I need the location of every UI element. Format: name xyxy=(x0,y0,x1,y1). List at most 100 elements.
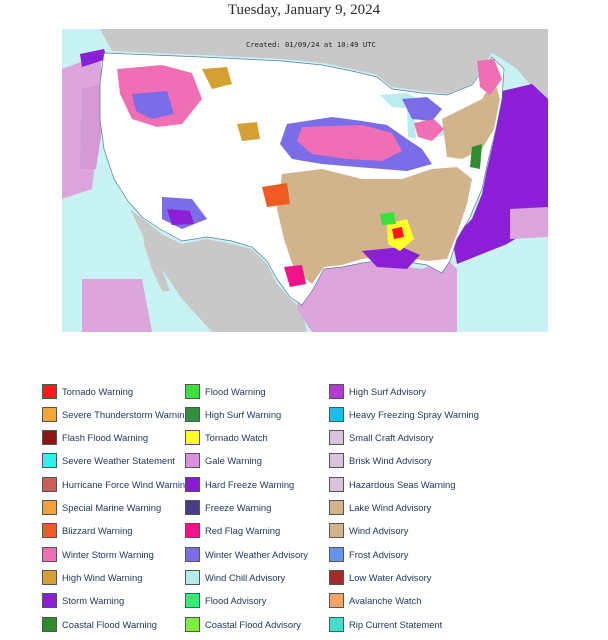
legend-label: Frost Advisory xyxy=(349,548,409,560)
legend-item: Lake Wind Advisory xyxy=(329,500,431,516)
legend-item: Severe Weather Statement xyxy=(42,453,175,469)
legend-item: Freeze Warning xyxy=(185,500,271,516)
legend-label: Flash Flood Warning xyxy=(62,432,149,444)
legend-label: Winter Storm Warning xyxy=(62,548,154,560)
legend-item: Tornado Warning xyxy=(42,383,133,399)
high-wind-warning-area-wyoming xyxy=(237,122,260,141)
hard-freeze-warning-area-southwest xyxy=(167,209,194,225)
legend-label: Hazardous Seas Warning xyxy=(349,478,456,490)
legend-label: Winter Weather Advisory xyxy=(205,548,308,560)
legend-label: Wind Chill Advisory xyxy=(205,571,286,583)
legend-swatch xyxy=(329,383,344,399)
high-wind-warning-area-montana xyxy=(202,67,232,89)
legend-item: Flood Advisory xyxy=(185,593,267,609)
legend-item: Wind Chill Advisory xyxy=(185,569,285,585)
legend-swatch xyxy=(42,616,57,632)
legend-item: Hurricane Force Wind Warning xyxy=(42,476,190,492)
legend-item: Winter Weather Advisory xyxy=(185,546,308,562)
legend-swatch xyxy=(42,476,57,492)
legend-swatch xyxy=(42,500,57,515)
legend-label: Lake Wind Advisory xyxy=(349,502,432,513)
winter-weather-advisory-area-northwest xyxy=(132,91,174,119)
storm-warning-area-gulf xyxy=(362,247,420,269)
legend-label: High Wind Warning xyxy=(62,571,143,583)
legend-swatch xyxy=(42,430,57,446)
legend-item: Wind Advisory xyxy=(329,523,408,539)
legend-label: Freeze Warning xyxy=(205,502,272,513)
legend-label: Gale Warning xyxy=(205,455,262,467)
legend-swatch xyxy=(329,453,344,469)
legend-swatch xyxy=(329,430,344,446)
legend-label: Tornado Watch xyxy=(205,432,268,444)
legend-label: Severe Thunderstorm Warning xyxy=(62,408,190,420)
pacific-storm-zone xyxy=(80,49,107,67)
page-title: Tuesday, January 9, 2024 xyxy=(227,2,381,18)
red-flag-warning-area-texas xyxy=(284,265,306,287)
legend-swatch xyxy=(185,569,200,585)
legend-swatch xyxy=(185,453,200,469)
pacific-gale-zone xyxy=(80,84,102,169)
legend-swatch xyxy=(329,546,344,562)
legend-label: Red Flag Warning xyxy=(205,525,281,537)
winter-storm-warning-area-michigan xyxy=(414,119,444,141)
legend-swatch xyxy=(42,593,57,609)
legend-label: High Surf Advisory xyxy=(349,385,427,397)
legend-item: Flash Flood Warning xyxy=(42,430,148,446)
legend-swatch xyxy=(185,500,200,515)
legend-label: Coastal Flood Advisory xyxy=(205,618,301,630)
legend-item: Blizzard Warning xyxy=(42,523,133,539)
legend-item: Coastal Flood Advisory xyxy=(185,616,301,632)
legend-label: Low Water Advisory xyxy=(349,571,432,583)
legend-label: Avalanche Watch xyxy=(349,595,422,607)
created-stamp: Created: 01/09/24 at 10:49 UTC xyxy=(246,40,376,49)
legend-label: Wind Advisory xyxy=(349,525,409,537)
legend-item: Coastal Flood Warning xyxy=(42,616,157,632)
legend-item: Hazardous Seas Warning xyxy=(329,476,455,492)
legend-label: Small Craft Advisory xyxy=(349,432,434,444)
legend-swatch xyxy=(185,430,200,446)
legend-swatch xyxy=(185,593,200,609)
legend-label: Hard Freeze Warning xyxy=(205,478,295,490)
pacific-south-zone xyxy=(82,279,152,332)
legend-swatch xyxy=(185,616,200,632)
legend-swatch xyxy=(329,616,344,632)
coastal-flood-warning-area xyxy=(470,144,482,169)
legend-item: Storm Warning xyxy=(42,593,124,609)
legend-item: Heavy Freezing Spray Warning xyxy=(329,406,479,422)
legend-swatch xyxy=(185,476,200,492)
legend-swatch xyxy=(329,593,344,609)
baja-region xyxy=(142,224,170,291)
legend-swatch xyxy=(42,569,57,585)
legend-item: Winter Storm Warning xyxy=(42,546,154,562)
legend-item: Small Craft Advisory xyxy=(329,430,433,446)
legend-item: Severe Thunderstorm Warning xyxy=(42,406,190,422)
legend-swatch xyxy=(42,406,57,422)
legend-item: Tornado Watch xyxy=(185,430,268,446)
legend-swatch xyxy=(185,406,200,422)
legend-label: Coastal Flood Warning xyxy=(62,618,158,630)
legend-swatch xyxy=(42,383,57,399)
legend-swatch xyxy=(42,453,57,469)
map-svg: Created: 01/09/24 at 10:49 UTC xyxy=(62,29,548,332)
legend-label: Rip Current Statement xyxy=(349,618,443,630)
legend-swatch xyxy=(329,406,344,422)
legend-item: Red Flag Warning xyxy=(185,523,280,539)
legend-label: Tornado Warning xyxy=(62,385,134,397)
legend-item: Hard Freeze Warning xyxy=(185,476,294,492)
legend-label: Hurricane Force Wind Warning xyxy=(62,478,191,490)
legend-label: Severe Weather Statement xyxy=(62,455,175,467)
blizzard-warning-area xyxy=(262,183,290,207)
legend-item: Flood Warning xyxy=(185,383,266,399)
legend-item: High Wind Warning xyxy=(42,569,142,585)
legend-label: Flood Advisory xyxy=(205,595,267,607)
mexico-region xyxy=(130,209,307,332)
flood-warning-area xyxy=(380,212,396,225)
legend-swatch xyxy=(185,383,200,399)
us-weather-hazards-map: Created: 01/09/24 at 10:49 UTC xyxy=(62,29,548,332)
legend-swatch xyxy=(42,546,57,562)
canada-region xyxy=(100,29,548,99)
legend-label: Brisk Wind Advisory xyxy=(349,455,432,467)
legend-swatch xyxy=(185,546,200,562)
legend-item: Rip Current Statement xyxy=(329,616,442,632)
legend-label: Blizzard Warning xyxy=(62,525,133,537)
